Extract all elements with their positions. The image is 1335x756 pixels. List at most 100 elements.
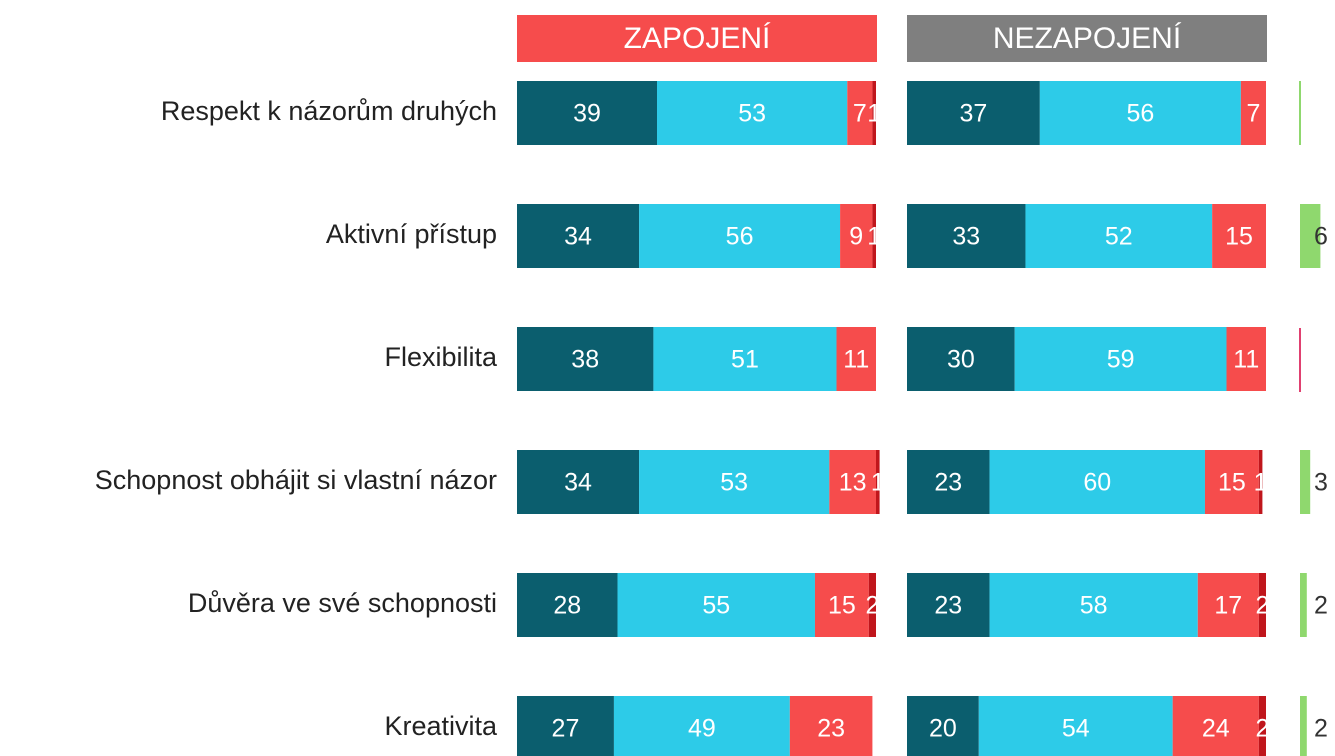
difference-marker xyxy=(1299,81,1301,145)
bar-label: 1 xyxy=(867,100,881,128)
bar-segment xyxy=(872,204,876,268)
bar-label: 2 xyxy=(1255,715,1269,743)
bar-label: 56 xyxy=(726,223,754,251)
bar-segment xyxy=(517,450,640,514)
bar-segment xyxy=(653,327,837,391)
difference-bar xyxy=(1300,204,1321,268)
bar-segment xyxy=(657,81,848,145)
bar-label: 34 xyxy=(564,469,592,497)
bar-segment xyxy=(1212,204,1266,268)
bar-label: 53 xyxy=(720,469,748,497)
bar-label: 23 xyxy=(934,592,962,620)
bar-label: 49 xyxy=(688,715,716,743)
bar-label: 9 xyxy=(849,223,863,251)
bar-label: 54 xyxy=(1062,715,1090,743)
bar-label: 15 xyxy=(1218,469,1246,497)
bar-label: 37 xyxy=(960,100,988,128)
bar-segment xyxy=(1025,204,1213,268)
bar-label: 55 xyxy=(702,592,730,620)
difference-marker xyxy=(1299,328,1301,392)
category-label: Flexibilita xyxy=(384,342,498,372)
bar-label: 11 xyxy=(843,346,869,374)
bar-label: 59 xyxy=(1107,346,1135,374)
bar-label: 15 xyxy=(828,592,856,620)
bar-label: 30 xyxy=(947,346,975,374)
bar-segment xyxy=(989,450,1205,514)
panel-header xyxy=(907,15,1267,62)
bar-segment xyxy=(639,204,841,268)
bar-label: 34 xyxy=(564,223,592,251)
difference-label: 2 xyxy=(1314,592,1328,620)
bar-segment xyxy=(1258,573,1266,637)
bar-segment xyxy=(872,81,876,145)
bar-segment xyxy=(1014,327,1227,391)
bar-segment xyxy=(1204,450,1259,514)
bar-segment xyxy=(840,204,873,268)
bar-segment xyxy=(907,81,1040,145)
bar-segment xyxy=(814,573,869,637)
bar-label: 1 xyxy=(1254,469,1268,497)
bar-segment xyxy=(836,327,876,391)
bar-segment xyxy=(1172,696,1259,756)
bar-label: 15 xyxy=(1225,223,1253,251)
bar-label: 33 xyxy=(952,223,980,251)
bar-segment xyxy=(868,573,876,637)
bar-label: 1 xyxy=(871,469,885,497)
bar-segment xyxy=(1258,450,1263,514)
category-label: Schopnost obhájit si vlastní názor xyxy=(95,465,497,495)
difference-bar xyxy=(1300,573,1307,637)
bar-label: 39 xyxy=(573,100,601,128)
bar-segment xyxy=(517,696,614,756)
bar-label: 27 xyxy=(552,715,580,743)
category-label: Důvěra ve své schopnosti xyxy=(188,588,497,618)
bar-segment xyxy=(517,327,654,391)
bar-segment xyxy=(517,573,618,637)
bar-label: 7 xyxy=(853,100,867,128)
panel-header xyxy=(517,15,877,62)
bar-segment xyxy=(989,573,1198,637)
bar-segment xyxy=(1258,696,1266,756)
bar-segment xyxy=(639,450,830,514)
bar-segment xyxy=(517,81,658,145)
bar-label: 2 xyxy=(865,592,879,620)
bar-segment xyxy=(847,81,873,145)
panel-title: ZAPOJENÍ xyxy=(624,22,771,55)
bar-segment xyxy=(907,450,990,514)
bar-segment xyxy=(907,696,979,756)
bar-label: 23 xyxy=(934,469,962,497)
bar-segment xyxy=(613,696,790,756)
bar-label: 60 xyxy=(1083,469,1111,497)
bar-segment xyxy=(907,327,1015,391)
bar-segment xyxy=(1197,573,1259,637)
bar-label: 1 xyxy=(867,223,881,251)
bar-segment xyxy=(907,204,1026,268)
panel-title: NEZAPOJENÍ xyxy=(993,22,1182,55)
bar-segment xyxy=(1039,81,1241,145)
bar-label: 2 xyxy=(1255,592,1269,620)
bar-segment xyxy=(829,450,876,514)
bar-label: 51 xyxy=(731,346,759,374)
bar-label: 24 xyxy=(1202,715,1230,743)
bar-label: 58 xyxy=(1080,592,1108,620)
difference-bar xyxy=(1300,696,1307,756)
bar-label: 13 xyxy=(839,469,867,497)
bar-label: 23 xyxy=(817,715,845,743)
bar-segment xyxy=(789,696,873,756)
bar-segment xyxy=(1240,81,1266,145)
bar-label: 17 xyxy=(1214,592,1242,620)
bar-label: 52 xyxy=(1105,223,1133,251)
bar-label: 28 xyxy=(553,592,581,620)
difference-label: 2 xyxy=(1314,715,1328,743)
bar-label: 53 xyxy=(738,100,766,128)
bar-label: 38 xyxy=(571,346,599,374)
bar-segment xyxy=(907,573,990,637)
category-label: Aktivní přístup xyxy=(326,219,497,249)
bar-segment xyxy=(876,450,880,514)
bar-label: 11 xyxy=(1233,346,1259,374)
bar-label: 56 xyxy=(1126,100,1154,128)
bar-segment xyxy=(1226,327,1266,391)
bar-label: 7 xyxy=(1246,100,1260,128)
category-label: Respekt k názorům druhých xyxy=(161,96,497,126)
bar-label: 20 xyxy=(929,715,957,743)
